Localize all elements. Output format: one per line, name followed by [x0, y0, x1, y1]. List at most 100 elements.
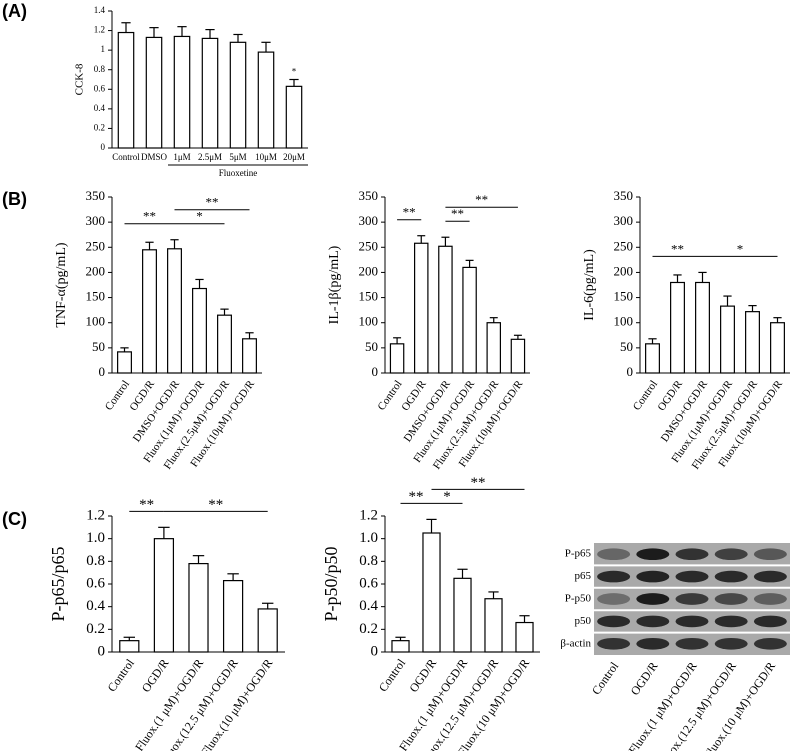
- significance: **: [403, 205, 416, 220]
- bar: [117, 31, 135, 149]
- bar: [257, 51, 275, 149]
- blot-row-label: p65: [575, 570, 592, 582]
- y-tick-label: 0: [98, 643, 106, 659]
- significance: **: [671, 241, 684, 256]
- x-tick-label: Control: [112, 152, 140, 162]
- bar: [257, 608, 278, 653]
- y-tick-label: 1.2: [86, 507, 105, 523]
- bar: [438, 245, 453, 374]
- significance: **: [471, 475, 486, 491]
- y-tick-label: 0.4: [94, 103, 106, 113]
- significance: **: [409, 489, 424, 505]
- y-tick-label: 0: [371, 643, 379, 659]
- blot-band: [636, 593, 670, 605]
- bar: [222, 579, 244, 653]
- blot-band: [597, 593, 631, 605]
- y-tick-label: 200: [614, 263, 634, 278]
- x-tick-label: OGD/R: [139, 656, 172, 695]
- y-tick-label: 0: [372, 364, 379, 379]
- blot-band: [753, 548, 787, 561]
- blot-band: [753, 637, 787, 650]
- y-tick-label: 1.0: [86, 530, 105, 546]
- x-tick-label: 1μM: [173, 152, 190, 162]
- bar: [510, 338, 526, 374]
- y-tick-label: 150: [86, 289, 106, 304]
- blot-band: [753, 615, 787, 628]
- x-tick-label: 2.5μM: [198, 152, 222, 162]
- blot-lane-label: OGD/R: [628, 659, 661, 698]
- y-tick-label: 0.6: [86, 575, 105, 591]
- bar: [389, 343, 405, 374]
- blot-band: [675, 615, 709, 628]
- blot-band: [714, 548, 748, 561]
- bar: [153, 538, 175, 653]
- bar: [119, 640, 140, 653]
- y-tick-label: 0.6: [94, 83, 106, 93]
- bar: [229, 41, 247, 149]
- y-tick-label: 50: [92, 339, 105, 354]
- y-tick-label: 300: [86, 213, 106, 228]
- bar: [486, 322, 501, 374]
- y-tick-label: 150: [359, 289, 379, 304]
- bar: [117, 351, 132, 374]
- y-axis-label: P-p50/p50: [321, 546, 341, 621]
- bar: [173, 35, 191, 149]
- blot-band: [597, 548, 631, 561]
- blot-row-label: P-p65: [565, 548, 592, 560]
- y-tick-label: 1.0: [359, 530, 378, 546]
- y-tick-label: 50: [365, 339, 378, 354]
- blot-band: [636, 570, 670, 583]
- bar: [720, 305, 735, 374]
- bar: [414, 242, 429, 374]
- blot-band: [675, 570, 709, 583]
- y-axis-label: TNF-α(pg/mL): [54, 242, 69, 327]
- y-tick-label: 1.2: [94, 25, 105, 35]
- blot-band: [636, 615, 670, 628]
- y-tick-label: 300: [614, 213, 634, 228]
- bar: [285, 85, 303, 149]
- y-tick-label: 0.2: [359, 621, 378, 637]
- panel-label: (A): [2, 1, 27, 21]
- y-tick-label: 0.2: [86, 621, 105, 637]
- bar: [462, 266, 477, 374]
- blot-band: [714, 637, 748, 650]
- y-axis-label: IL-1β(pg/mL): [327, 245, 342, 324]
- y-tick-label: 0.4: [359, 598, 378, 614]
- blot-row-label: β-actin: [560, 637, 591, 649]
- y-tick-label: 0.6: [359, 575, 378, 591]
- y-tick-label: 0.8: [359, 553, 378, 569]
- y-tick-label: 200: [359, 263, 379, 278]
- y-tick-label: 0: [99, 364, 106, 379]
- y-tick-label: 0.8: [86, 553, 105, 569]
- blot-band: [597, 637, 631, 650]
- y-tick-label: 0.2: [94, 122, 105, 132]
- significance: **: [206, 195, 219, 210]
- y-tick-label: 250: [86, 238, 106, 253]
- y-tick-label: 1.2: [359, 507, 378, 523]
- blot-band: [636, 548, 670, 561]
- y-tick-label: 0: [627, 364, 634, 379]
- bar: [192, 287, 207, 374]
- significance: *: [443, 489, 451, 505]
- x-tick-label: 20μM: [283, 152, 305, 162]
- bar: [770, 322, 785, 374]
- y-tick-label: 0.4: [86, 598, 105, 614]
- bar: [422, 532, 441, 653]
- y-axis-label: CCK-8: [74, 63, 86, 95]
- y-tick-label: 250: [359, 238, 379, 253]
- significance: *: [737, 241, 744, 256]
- blot-band: [714, 570, 748, 583]
- blot-band: [675, 593, 709, 605]
- y-axis-label: P-p65/p65: [48, 546, 68, 621]
- panel-label: (C): [2, 509, 27, 529]
- y-tick-label: 100: [359, 314, 379, 329]
- x-tick-label: Control: [105, 656, 138, 695]
- blot-lane-label: Control: [589, 659, 622, 698]
- x-tick-label: 5μM: [229, 152, 246, 162]
- bar: [242, 338, 257, 374]
- bar: [145, 36, 163, 149]
- y-tick-label: 100: [86, 314, 106, 329]
- y-tick-label: 0.8: [94, 64, 106, 74]
- y-tick-label: 300: [359, 213, 379, 228]
